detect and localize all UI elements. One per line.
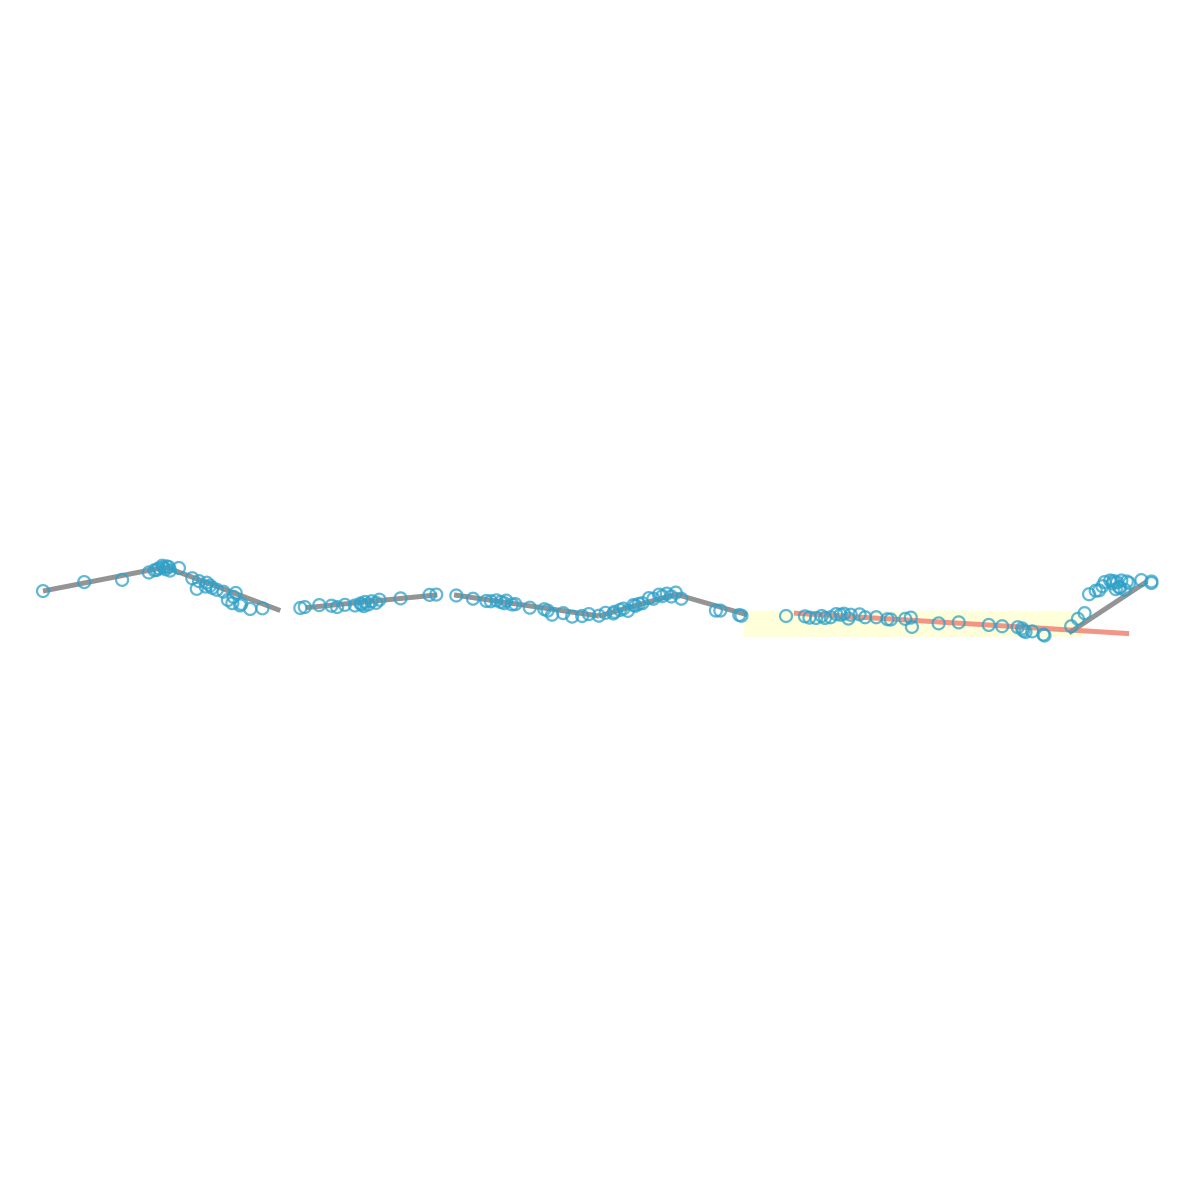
data-point	[233, 598, 248, 613]
data-point	[1144, 574, 1159, 589]
data-point	[353, 596, 368, 611]
data-point	[565, 609, 580, 624]
data-point	[540, 603, 555, 618]
data-point	[1114, 573, 1129, 588]
data-point	[581, 606, 596, 622]
data-point	[35, 583, 51, 599]
data-point	[1122, 575, 1137, 591]
data-point	[171, 560, 187, 576]
data-point	[883, 612, 898, 627]
data-point	[449, 588, 464, 603]
data-point	[497, 596, 512, 611]
data-point	[1037, 628, 1052, 643]
data-points-layer	[35, 558, 1159, 643]
data-point	[225, 596, 240, 611]
data-point	[361, 597, 376, 612]
data-point	[329, 599, 345, 615]
data-point	[951, 615, 966, 630]
data-point	[995, 619, 1010, 634]
data-point	[843, 607, 858, 622]
data-point	[591, 608, 606, 623]
data-point	[734, 608, 749, 623]
data-point	[337, 597, 352, 612]
data-point	[1077, 606, 1092, 621]
data-point	[149, 562, 164, 578]
data-point	[556, 606, 571, 621]
trend-segment-0	[42, 564, 167, 594]
data-point	[598, 605, 613, 620]
data-point	[483, 594, 498, 609]
data-point	[77, 574, 92, 590]
data-point	[713, 603, 728, 618]
data-point	[479, 593, 494, 609]
data-point	[903, 610, 918, 625]
data-point	[189, 581, 204, 596]
data-point	[114, 572, 130, 587]
data-point	[904, 619, 920, 634]
data-point	[255, 601, 270, 616]
data-point	[429, 587, 444, 602]
data-point	[1018, 624, 1033, 640]
data-point	[465, 591, 481, 606]
data-point	[708, 603, 723, 618]
data-point	[422, 587, 437, 602]
data-point	[522, 600, 537, 615]
data-point	[393, 591, 408, 606]
data-point	[575, 608, 590, 624]
data-point	[778, 608, 794, 624]
data-point	[209, 582, 224, 597]
data-point	[324, 598, 339, 613]
data-point	[981, 617, 996, 633]
data-point	[297, 599, 312, 615]
data-point	[931, 616, 946, 631]
data-point	[674, 591, 689, 606]
